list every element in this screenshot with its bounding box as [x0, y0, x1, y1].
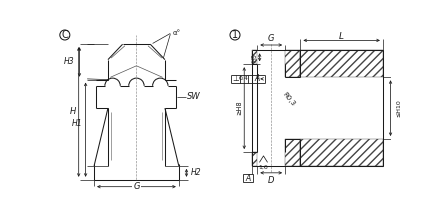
Text: G: G: [133, 182, 140, 191]
Text: 1: 1: [232, 30, 238, 40]
Text: α°: α°: [173, 30, 181, 36]
Text: ⊥: ⊥: [232, 74, 238, 83]
Bar: [285, 50, 300, 77]
Text: ≤H10: ≤H10: [396, 99, 401, 117]
Text: A: A: [254, 74, 259, 83]
Text: A: A: [246, 174, 251, 183]
Text: G: G: [133, 182, 140, 191]
Text: H1: H1: [72, 119, 82, 128]
Text: H9: H9: [251, 53, 257, 62]
Bar: [300, 139, 383, 166]
Bar: [285, 139, 300, 166]
Text: R0,3: R0,3: [282, 91, 296, 107]
Text: H3: H3: [64, 57, 75, 67]
Text: ≥H8: ≥H8: [237, 101, 243, 115]
Text: 1,6: 1,6: [259, 164, 269, 169]
Text: C: C: [61, 30, 68, 40]
Text: G: G: [268, 34, 274, 43]
Text: H2: H2: [191, 168, 202, 177]
Bar: [300, 50, 383, 77]
Text: L: L: [339, 32, 344, 41]
Text: H: H: [69, 107, 75, 116]
Text: SW: SW: [187, 92, 201, 101]
Text: D: D: [268, 176, 274, 185]
Text: 0.4: 0.4: [239, 76, 249, 81]
Bar: [252, 152, 257, 166]
Bar: [252, 50, 257, 64]
